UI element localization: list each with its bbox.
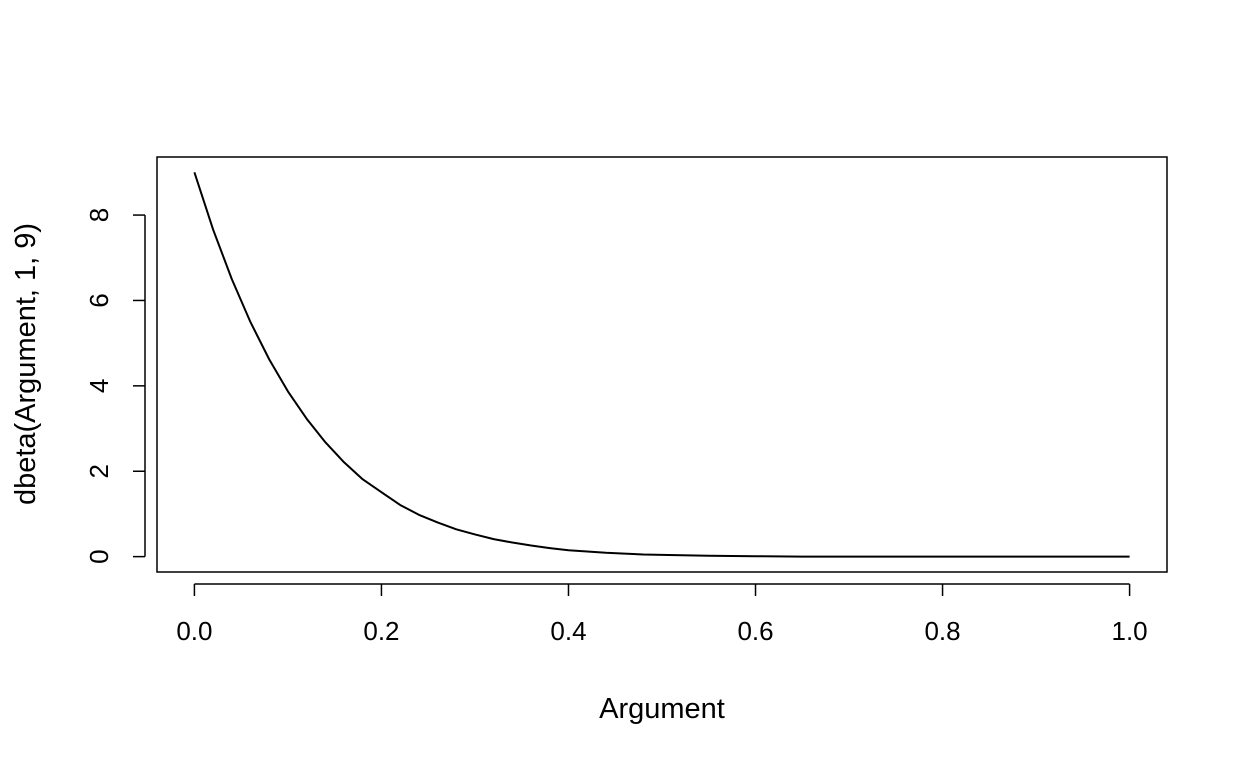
x-tick-label-4: 0.8 (924, 616, 960, 646)
x-tick-label-0: 0.0 (176, 616, 212, 646)
y-tick-label-4: 8 (84, 208, 114, 222)
plot-frame (156, 156, 1168, 573)
data-layer (193, 172, 1130, 558)
x-tick-label-2: 0.4 (550, 616, 586, 646)
series-line-0 (193, 172, 1130, 558)
y-tick-label-3: 6 (84, 293, 114, 307)
x-tick-label-5: 1.0 (1112, 616, 1148, 646)
y-tick-label-1: 2 (84, 464, 114, 478)
x-axis-label: Argument (599, 693, 725, 725)
y-axis-label: dbeta(Argument, 1, 9) (10, 223, 42, 505)
x-axis: 0.0 0.2 0.4 0.6 0.8 1.0 (176, 583, 1148, 646)
x-tick-label-3: 0.6 (737, 616, 773, 646)
x-tick-label-1: 0.2 (363, 616, 399, 646)
y-tick-label-2: 4 (84, 379, 114, 393)
y-axis: 0 2 4 6 8 (84, 208, 146, 564)
y-tick-label-0: 0 (84, 549, 114, 563)
